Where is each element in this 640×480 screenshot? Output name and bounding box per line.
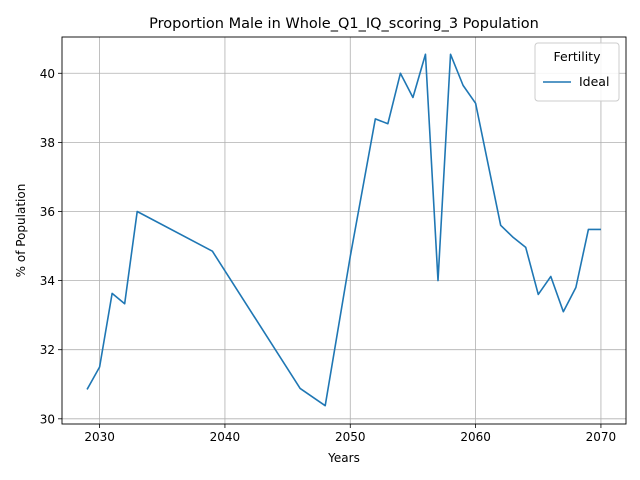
y-tick-label: 36 [40,205,55,219]
y-tick-label: 38 [40,136,55,150]
x-tick-label: 2030 [84,430,115,444]
x-tick-label: 2060 [460,430,491,444]
x-tick-label: 2050 [335,430,366,444]
y-tick-label: 40 [40,67,55,81]
x-tick-label: 2070 [586,430,617,444]
legend-label: Ideal [579,74,609,89]
axis-ticks: 2030 2040 2050 2060 2070 30 32 34 36 38 40 [40,67,616,444]
x-axis-label: Years [327,451,360,465]
series-layer [86,53,601,407]
plot-frame [61,36,627,425]
series-line-ideal [86,53,601,407]
y-tick-label: 34 [40,274,55,288]
grid-lines [62,37,626,424]
y-axis-label: % of Population [14,184,28,278]
y-tick-label: 32 [40,343,55,357]
legend-title: Fertility [554,49,602,64]
x-tick-label: 2040 [210,430,241,444]
y-tick-label: 30 [40,412,55,426]
chart-title: Proportion Male in Whole_Q1_IQ_scoring_3… [149,16,539,32]
legend: Fertility Ideal [534,42,620,102]
legend-box [534,42,620,102]
